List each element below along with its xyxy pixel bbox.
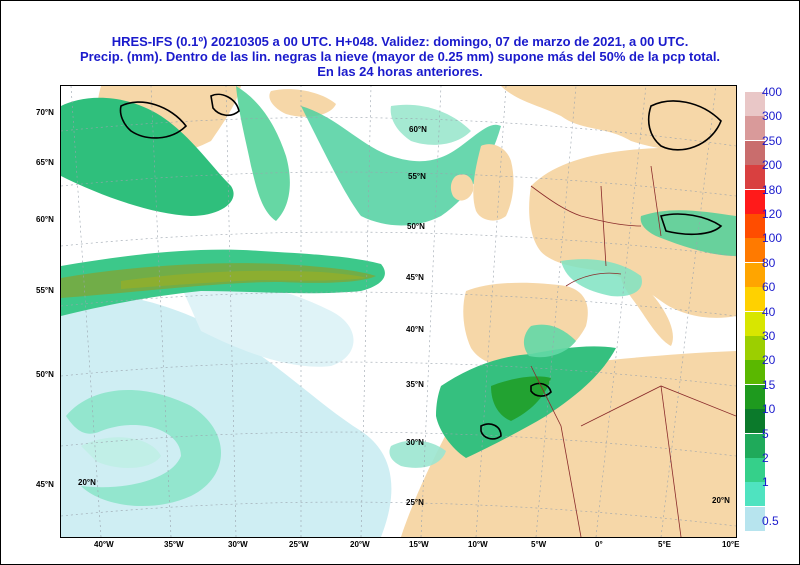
legend-swatch xyxy=(745,189,765,214)
precip-north-field-3 xyxy=(301,106,501,226)
precip-morocco-core xyxy=(491,376,551,421)
inner-lat-label-40n: 40°N xyxy=(406,325,424,334)
precip-swirl-southwest xyxy=(66,389,221,507)
legend-label: 60 xyxy=(762,280,776,295)
legend-label: 250 xyxy=(762,133,783,148)
legend-swatch xyxy=(745,140,765,165)
lat-label-60n: 60°N xyxy=(36,215,54,224)
precip-north-field-4 xyxy=(390,104,471,145)
legend-swatch xyxy=(745,336,765,360)
inner-lat-label-35n: 35°N xyxy=(406,380,424,389)
lon-label-30w: 30°W xyxy=(228,540,248,549)
lat-label-65n: 65°N xyxy=(36,158,54,167)
lon-label-20w: 20°W xyxy=(350,540,370,549)
legend-label: 10 xyxy=(762,402,776,417)
legend-swatch xyxy=(745,116,765,141)
lat-label-50n: 50°N xyxy=(36,370,54,379)
legend-swatch xyxy=(745,482,765,507)
legend-label: 0.5 xyxy=(762,513,779,528)
title-line-3: En las 24 horas anteriores. xyxy=(317,64,483,79)
inner-lat-label-30n: 30°N xyxy=(406,438,424,447)
lon-label-0: 0° xyxy=(595,540,603,549)
inner-lat-label-20n-west: 20°N xyxy=(78,478,96,487)
legend-swatch xyxy=(745,262,765,287)
legend-label: 100 xyxy=(762,231,783,246)
title-line-2: Precip. (mm). Dentro de las lin. negras … xyxy=(79,49,721,64)
precip-light-field-southwest xyxy=(61,292,392,537)
land-ireland xyxy=(450,174,474,201)
legend-label: 30 xyxy=(762,329,776,343)
inner-lat-label-60n: 60°N xyxy=(409,125,427,134)
legend-label: 300 xyxy=(762,109,783,124)
precip-light-field-center xyxy=(181,282,354,367)
legend-label: 40 xyxy=(762,304,776,319)
lon-label-10w: 10°W xyxy=(468,540,488,549)
graticule xyxy=(61,86,736,537)
inner-lat-label-20n-east: 20°N xyxy=(712,496,730,505)
legend-label: 120 xyxy=(762,207,783,221)
lon-label-25w: 25°W xyxy=(289,540,309,549)
legend-label: 5 xyxy=(762,426,769,441)
legend-label: 80 xyxy=(762,255,776,270)
legend-swatch xyxy=(745,409,765,434)
legend-label: 20 xyxy=(762,353,776,368)
legend-swatch xyxy=(745,360,765,385)
lon-label-5e: 5°E xyxy=(658,540,671,549)
precip-iberia-south xyxy=(523,324,576,358)
legend-label: 2 xyxy=(762,451,769,465)
legend-swatch xyxy=(745,458,765,482)
land-iceland xyxy=(269,89,336,117)
inner-lat-label-55n: 55°N xyxy=(408,172,426,181)
precip-north-field-2 xyxy=(236,86,290,221)
precip-band-core-deep xyxy=(121,270,366,289)
inner-lat-label-45n: 45°N xyxy=(406,273,424,282)
lat-label-45n: 45°N xyxy=(36,480,54,489)
lat-label-55n: 55°N xyxy=(36,286,54,295)
inner-lat-label-50n: 50°N xyxy=(407,222,425,231)
legend-swatch xyxy=(745,384,765,409)
precip-swirl-inner xyxy=(81,437,161,468)
lon-label-15w: 15°W xyxy=(409,540,429,549)
legend-label: 200 xyxy=(762,158,783,173)
land-continental-europe xyxy=(529,146,736,318)
map-title: HRES-IFS (0.1º) 20210305 a 00 UTC. H+048… xyxy=(0,34,800,79)
precip-western-med xyxy=(561,259,642,297)
legend-swatch xyxy=(745,92,765,116)
precip-canaries xyxy=(389,440,446,468)
precip-north-field xyxy=(61,97,234,216)
snow-contours xyxy=(119,93,723,440)
lat-label-70n: 70°N xyxy=(36,108,54,117)
lon-label-40w: 40°W xyxy=(94,540,114,549)
legend-label: 1 xyxy=(762,475,769,490)
lon-label-35w: 35°W xyxy=(164,540,184,549)
legend-label: 15 xyxy=(762,377,776,392)
legend-swatch xyxy=(745,506,765,531)
legend-swatch xyxy=(745,214,765,238)
precipitation-map xyxy=(60,85,737,538)
lon-label-10e: 10°E xyxy=(722,540,740,549)
legend-swatch xyxy=(745,287,765,312)
legend-swatch xyxy=(745,433,765,458)
country-borders xyxy=(530,165,736,537)
land-italy xyxy=(621,276,673,346)
legend-swatch xyxy=(745,165,765,190)
inner-lat-label-25n: 25°N xyxy=(406,498,424,507)
legend-swatch xyxy=(745,238,765,263)
title-line-1: HRES-IFS (0.1º) 20210305 a 00 UTC. H+048… xyxy=(111,34,689,49)
land-british-isles xyxy=(473,144,514,221)
map-canvas xyxy=(61,86,736,537)
land-scandinavia xyxy=(501,86,736,152)
legend-swatch xyxy=(745,311,765,336)
lon-label-5w: 5°W xyxy=(531,540,547,549)
legend-label: 180 xyxy=(762,182,783,197)
legend-label: 400 xyxy=(762,85,783,99)
